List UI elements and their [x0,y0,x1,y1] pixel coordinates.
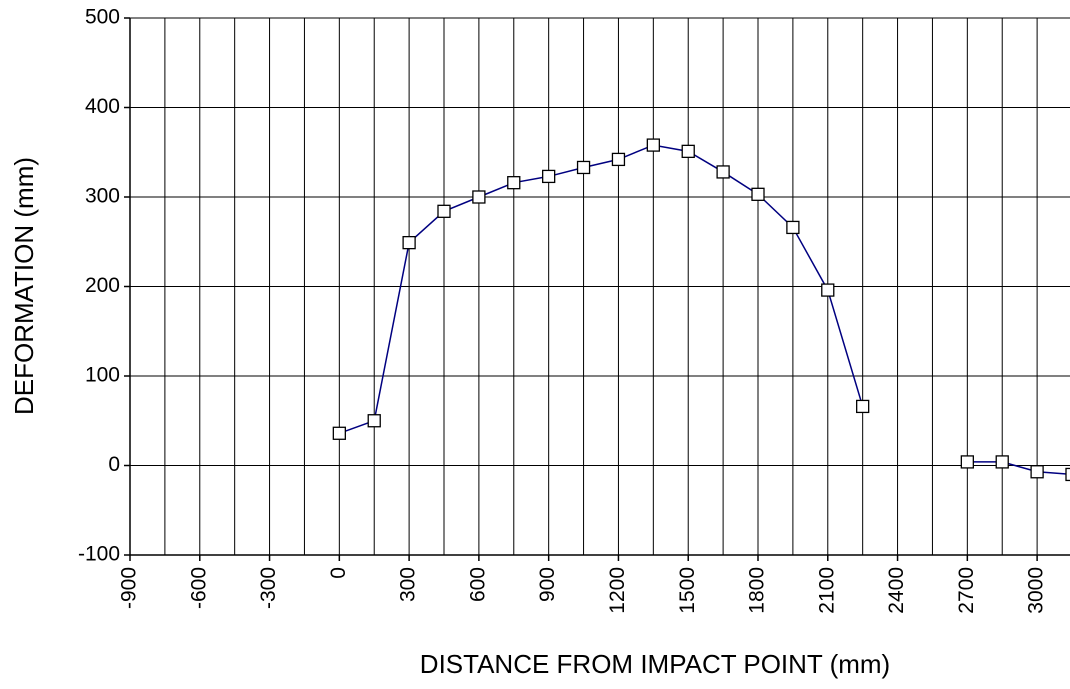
x-tick-label: 600 [466,567,489,602]
y-tick-label: 400 [85,95,120,118]
data-point [751,187,765,201]
x-tick-label: -600 [187,567,210,609]
x-tick-label: 1200 [606,567,629,614]
data-point [821,283,835,297]
y-tick-label: 300 [85,185,120,208]
x-tick-label: 1500 [676,567,699,614]
data-point [332,426,346,440]
data-point [856,399,870,414]
x-tick-label: -900 [118,567,141,609]
data-point [611,152,626,167]
data-point [1030,465,1044,479]
data-point [1065,467,1070,482]
data-point [367,414,381,428]
x-tick-label: 300 [397,567,420,602]
x-tick-label: 900 [536,567,559,602]
x-tick-label: 2100 [815,567,838,614]
y-axis-title: DEFORMATION (mm) [9,157,39,415]
data-point [716,165,730,179]
data-point [472,190,486,204]
y-tick-label: 100 [85,364,120,387]
y-tick-label: 500 [85,6,120,29]
data-point [402,235,416,250]
x-tick-label: -300 [257,567,280,609]
plot-area: -100 0 100 200 300 400 500 -900 -600 -300 0 300 600 9… [78,6,1070,614]
data-point [437,204,451,218]
data-point [960,455,974,469]
data-point [576,160,591,175]
y-tick-label: 200 [85,274,120,297]
data-point [507,176,521,190]
y-tick-label: 0 [108,453,120,476]
x-tick-label: 2400 [885,567,908,614]
x-tick-label: 2700 [955,567,978,614]
data-point [542,169,556,184]
series-line [339,144,1070,476]
x-tick-label: 3000 [1025,567,1048,614]
data-point [786,220,800,235]
x-tick-label: 1800 [746,567,769,614]
data-point [681,144,695,159]
x-tick-label: 0 [327,567,350,579]
data-point [995,455,1009,469]
data-point [646,138,660,152]
x-axis-title: DISTANCE FROM IMPACT POINT (mm) [420,649,890,679]
y-tick-label: -100 [78,543,120,566]
